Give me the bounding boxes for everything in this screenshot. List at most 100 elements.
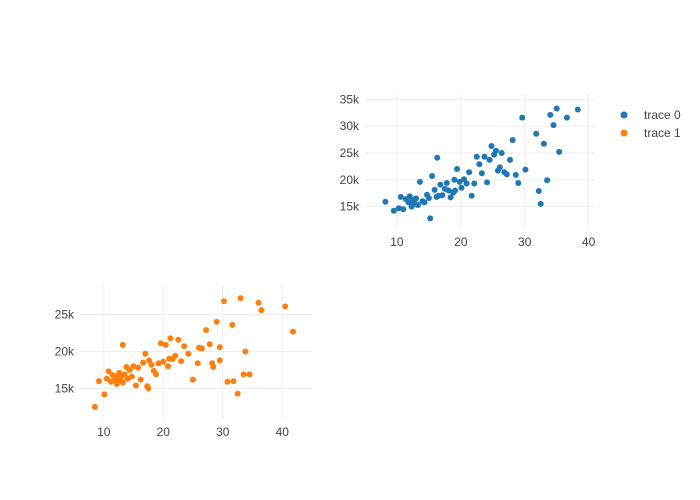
data-point[interactable]: [425, 195, 432, 201]
data-point[interactable]: [155, 360, 162, 367]
data-point[interactable]: [445, 187, 452, 194]
data-point[interactable]: [121, 371, 128, 378]
data-point[interactable]: [178, 358, 185, 365]
data-point[interactable]: [468, 192, 475, 199]
data-point[interactable]: [91, 403, 98, 410]
data-point[interactable]: [496, 164, 503, 171]
data-point[interactable]: [493, 147, 499, 154]
data-point[interactable]: [415, 202, 421, 208]
scatter-plot-trace-0[interactable]: 10 20 30 40 15k 20k 25k 30k 35k: [340, 92, 596, 249]
data-point[interactable]: [258, 307, 265, 314]
data-point[interactable]: [185, 350, 192, 357]
data-point[interactable]: [437, 181, 444, 188]
data-point[interactable]: [519, 114, 526, 121]
data-point[interactable]: [148, 361, 155, 368]
data-point[interactable]: [255, 299, 262, 306]
data-point[interactable]: [216, 344, 223, 351]
data-point[interactable]: [431, 186, 438, 193]
data-point[interactable]: [458, 184, 465, 191]
data-point[interactable]: [397, 193, 404, 200]
data-point[interactable]: [132, 382, 139, 389]
data-point[interactable]: [416, 178, 423, 185]
data-point[interactable]: [142, 350, 149, 357]
legend[interactable]: trace 0 trace 1: [620, 108, 682, 140]
data-point[interactable]: [146, 357, 152, 364]
data-point[interactable]: [512, 171, 519, 178]
data-point[interactable]: [196, 344, 202, 351]
data-point[interactable]: [427, 215, 434, 222]
legend-item-trace-1[interactable]: trace 1: [620, 126, 682, 140]
data-point[interactable]: [456, 178, 463, 185]
data-point[interactable]: [540, 140, 547, 147]
data-point[interactable]: [382, 198, 389, 205]
data-point[interactable]: [535, 188, 542, 194]
data-point[interactable]: [481, 153, 488, 160]
data-point[interactable]: [290, 328, 296, 335]
data-point[interactable]: [400, 206, 407, 213]
data-point[interactable]: [181, 343, 188, 350]
data-point[interactable]: [486, 156, 493, 163]
plot1-points[interactable]: [91, 295, 296, 410]
data-point[interactable]: [166, 355, 173, 362]
data-point[interactable]: [119, 341, 126, 348]
data-point[interactable]: [230, 378, 237, 385]
data-point[interactable]: [443, 180, 450, 186]
data-point[interactable]: [522, 166, 529, 173]
data-point[interactable]: [240, 371, 247, 378]
data-point[interactable]: [509, 137, 516, 144]
data-point[interactable]: [224, 378, 231, 385]
data-point[interactable]: [550, 122, 557, 129]
data-point[interactable]: [463, 180, 470, 187]
data-point[interactable]: [113, 381, 120, 387]
data-point[interactable]: [515, 180, 522, 186]
data-point[interactable]: [105, 368, 112, 375]
data-point[interactable]: [167, 335, 174, 342]
data-point[interactable]: [547, 111, 554, 118]
data-point[interactable]: [203, 327, 210, 334]
data-point[interactable]: [533, 130, 540, 137]
data-point[interactable]: [140, 359, 147, 366]
data-point[interactable]: [130, 363, 137, 370]
data-point[interactable]: [221, 298, 227, 305]
data-point[interactable]: [234, 390, 241, 397]
data-point[interactable]: [128, 373, 135, 380]
data-point[interactable]: [246, 371, 253, 378]
plot0-points[interactable]: [382, 105, 581, 222]
data-point[interactable]: [484, 179, 490, 186]
data-point[interactable]: [206, 341, 213, 348]
data-point[interactable]: [434, 154, 441, 161]
data-point[interactable]: [165, 363, 171, 370]
data-point[interactable]: [488, 143, 495, 149]
data-point[interactable]: [409, 196, 416, 203]
data-point[interactable]: [237, 295, 244, 302]
data-point[interactable]: [390, 207, 397, 214]
data-point[interactable]: [473, 153, 480, 160]
data-point[interactable]: [229, 321, 236, 328]
data-point[interactable]: [429, 173, 436, 179]
data-point[interactable]: [447, 194, 454, 201]
data-point[interactable]: [544, 177, 551, 184]
data-point[interactable]: [145, 385, 152, 392]
data-point[interactable]: [282, 303, 289, 310]
scatter-plot-trace-1[interactable]: 10 20 30 40 15k 20k 25k: [55, 285, 312, 439]
data-point[interactable]: [461, 176, 467, 183]
data-point[interactable]: [160, 358, 167, 365]
data-point[interactable]: [574, 106, 581, 113]
data-point[interactable]: [556, 148, 563, 155]
data-point[interactable]: [563, 114, 570, 121]
data-point[interactable]: [466, 169, 473, 176]
data-point[interactable]: [101, 391, 108, 398]
data-point[interactable]: [476, 161, 483, 168]
data-point[interactable]: [451, 176, 458, 183]
data-point[interactable]: [553, 105, 560, 112]
data-point[interactable]: [96, 378, 102, 385]
data-point[interactable]: [216, 357, 223, 364]
data-point[interactable]: [507, 156, 513, 163]
data-point[interactable]: [405, 199, 412, 206]
data-point[interactable]: [439, 192, 446, 199]
data-point[interactable]: [190, 376, 196, 383]
data-point[interactable]: [175, 336, 182, 343]
data-point[interactable]: [135, 364, 142, 371]
data-point[interactable]: [503, 171, 510, 178]
data-point[interactable]: [209, 360, 216, 367]
